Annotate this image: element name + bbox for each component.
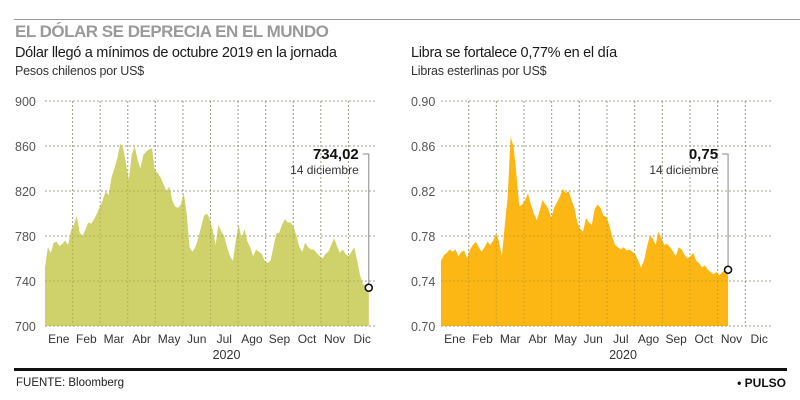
- dollar-chart-unit: Pesos chilenos por US$: [15, 64, 145, 78]
- annotation-leader-line: [362, 153, 370, 288]
- x-axis-year-label: 2020: [213, 348, 241, 362]
- y-tick-label: 860: [15, 140, 36, 154]
- pound-chart: 0.70 0.74 0.78 0.82 0.86 0.90 Ene Feb Mar Abr May J…: [411, 95, 773, 362]
- x-tick-label: Dic: [354, 332, 371, 346]
- x-tick-label: Mar: [500, 332, 521, 346]
- y-tick-label: 900: [15, 95, 36, 109]
- x-tick-label: Ago: [638, 332, 660, 346]
- source-note: FUENTE: Bloomberg: [16, 377, 125, 389]
- dollar-chart: 700 740 780 820 860 900 Ene Feb Mar Abr May Jun Jul A…: [15, 95, 376, 362]
- bottom-rule: [14, 368, 787, 371]
- x-tick-label: Sep: [269, 332, 291, 346]
- y-tick-label: 700: [15, 320, 36, 334]
- x-tick-label: Ago: [241, 332, 263, 346]
- x-tick-label: Ene: [444, 332, 466, 346]
- y-tick-label: 0.90: [411, 95, 435, 109]
- x-tick-label: Abr: [528, 332, 547, 346]
- x-tick-label: Nov: [721, 332, 742, 346]
- x-tick-label: Oct: [298, 332, 317, 346]
- x-tick-label: May: [158, 332, 181, 346]
- x-tick-label: Jul: [613, 332, 628, 346]
- x-tick-label: Mar: [104, 332, 125, 346]
- last-value-marker: [364, 283, 374, 293]
- annotation-date: 14 diciembre: [290, 163, 359, 177]
- x-tick-label: Oct: [694, 332, 713, 346]
- series-area: [441, 137, 729, 326]
- y-tick-label: 0.86: [411, 140, 435, 154]
- annotation-date: 14 diciembre: [649, 163, 718, 177]
- x-axis-year-label: 2020: [609, 348, 637, 362]
- x-tick-label: Abr: [132, 332, 151, 346]
- x-tick-label: Jul: [217, 332, 232, 346]
- series-area: [45, 143, 369, 326]
- x-tick-label: Ene: [48, 332, 70, 346]
- main-title: EL DÓLAR SE DEPRECIA EN EL MUNDO: [15, 22, 329, 41]
- y-tick-label: 0.78: [411, 230, 435, 244]
- x-tick-label: Dic: [750, 332, 767, 346]
- annotation-value: 0,75: [689, 146, 718, 163]
- top-rule: [14, 19, 800, 20]
- x-tick-label: Sep: [665, 332, 687, 346]
- pound-chart-title: Libra se fortalece 0,77% en el día: [411, 45, 617, 61]
- y-tick-label: 0.70: [411, 320, 435, 334]
- y-tick-label: 740: [15, 275, 36, 289]
- dollar-chart-title: Dólar llegó a mínimos de octubre 2019 en…: [15, 45, 337, 61]
- annotation-leader-line: [722, 153, 729, 270]
- y-tick-label: 780: [15, 230, 36, 244]
- x-tick-label: Jun: [583, 332, 602, 346]
- last-value-marker: [723, 265, 733, 275]
- x-tick-label: Feb: [472, 332, 493, 346]
- x-tick-label: Nov: [324, 332, 345, 346]
- annotation-value: 734,02: [313, 146, 359, 163]
- x-tick-label: Feb: [76, 332, 97, 346]
- x-tick-label: May: [554, 332, 577, 346]
- y-tick-label: 820: [15, 185, 36, 199]
- y-tick-label: 0.74: [411, 275, 435, 289]
- pound-chart-unit: Libras esterlinas por US$: [411, 64, 547, 78]
- y-tick-label: 0.82: [411, 185, 435, 199]
- x-tick-label: Jun: [187, 332, 206, 346]
- brand-logo: • PULSO: [737, 376, 786, 390]
